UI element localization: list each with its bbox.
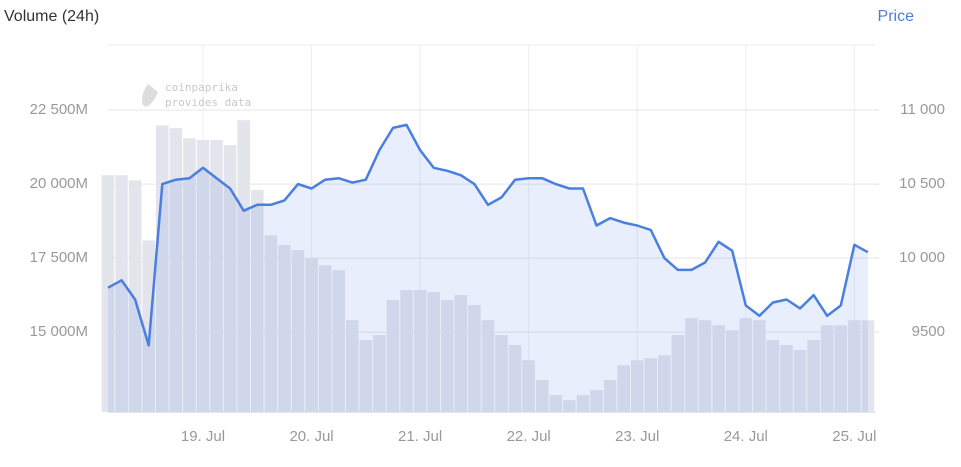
y2-tick-label: 10 000 bbox=[899, 249, 945, 266]
volume-bar bbox=[766, 340, 780, 412]
volume-bar bbox=[671, 335, 685, 412]
volume-bar bbox=[237, 120, 250, 412]
volume-bar bbox=[780, 345, 793, 412]
volume-bar bbox=[712, 325, 725, 412]
plot: 19. Jul 20. Jul 21. Jul 22. Jul 23. Jul 24. J… bbox=[30, 44, 945, 445]
volume-bar bbox=[590, 390, 603, 412]
volume-bar bbox=[454, 295, 468, 412]
volume-bar bbox=[658, 355, 671, 412]
volume-bar bbox=[468, 305, 481, 412]
volume-bar bbox=[264, 235, 278, 412]
volume-bar bbox=[305, 258, 318, 412]
volume-bar bbox=[535, 380, 549, 412]
volume-bar bbox=[250, 190, 264, 412]
price-area bbox=[108, 124, 868, 413]
y2-tick-label: 9500 bbox=[912, 323, 945, 340]
volume-bar bbox=[644, 358, 658, 412]
volume-bar bbox=[373, 335, 386, 412]
price-line bbox=[107, 123, 869, 347]
volume-bar bbox=[834, 325, 848, 412]
volume-bar bbox=[359, 340, 373, 412]
volume-bar bbox=[698, 320, 712, 412]
volume-bar bbox=[210, 140, 223, 412]
x-tick-label: 20. Jul bbox=[289, 428, 333, 445]
watermark-logo bbox=[142, 84, 158, 107]
x-tick-label: 19. Jul bbox=[181, 428, 225, 445]
volume-bar bbox=[617, 365, 630, 412]
x-tick-label: 24. Jul bbox=[724, 428, 768, 445]
volume-bar bbox=[481, 320, 495, 412]
volume-bar bbox=[386, 300, 400, 412]
volume-bar bbox=[223, 145, 237, 412]
volume-bar bbox=[495, 335, 508, 412]
y-tick-label: 20 000M bbox=[30, 175, 88, 192]
volume-bar bbox=[155, 125, 169, 412]
volume-bar bbox=[115, 175, 128, 412]
volume-bar bbox=[793, 350, 807, 412]
volume-bar bbox=[318, 265, 332, 412]
y-tick-label: 17 500M bbox=[30, 249, 88, 266]
x-tick-label: 23. Jul bbox=[615, 428, 659, 445]
chart-title: Volume (24h) bbox=[4, 8, 99, 25]
volume-bar bbox=[101, 175, 115, 412]
volume-bar bbox=[332, 270, 345, 412]
watermark: coinpaprika bbox=[165, 81, 238, 94]
volume-bar bbox=[725, 330, 739, 412]
volume-bar bbox=[549, 395, 563, 412]
volume-bar bbox=[196, 140, 210, 412]
y2-tick-label: 10 500 bbox=[899, 175, 945, 192]
x-tick-label: 22. Jul bbox=[507, 428, 551, 445]
volume-bar bbox=[685, 318, 698, 412]
volume-bar bbox=[345, 320, 359, 412]
volume-bar bbox=[753, 320, 766, 412]
volume-bar bbox=[576, 395, 590, 412]
volume-bar bbox=[291, 250, 305, 412]
volume-bar bbox=[603, 380, 617, 412]
volume-bar bbox=[848, 320, 861, 412]
volume-bar bbox=[861, 320, 875, 412]
volume-bar bbox=[400, 290, 413, 412]
volume-bar bbox=[563, 400, 576, 412]
volume-bar bbox=[169, 128, 183, 412]
volume-bar bbox=[427, 292, 440, 412]
watermark: provides data bbox=[165, 96, 251, 109]
volume-bar bbox=[413, 290, 427, 412]
x-tick-label: 21. Jul bbox=[398, 428, 442, 445]
volume-bar bbox=[739, 318, 753, 412]
volume-bar bbox=[807, 340, 820, 412]
volume-bar bbox=[820, 325, 834, 412]
volume-bar bbox=[278, 245, 291, 412]
y2-title: Price bbox=[878, 8, 915, 25]
x-tick-label: 25. Jul bbox=[832, 428, 876, 445]
y-tick-label: 22 500M bbox=[30, 101, 88, 118]
volume-bar bbox=[508, 345, 522, 412]
volume-bar bbox=[440, 300, 454, 412]
volume-bar bbox=[630, 360, 644, 412]
y-tick-label: 15 000M bbox=[30, 323, 88, 340]
volume-bar bbox=[183, 138, 196, 412]
volume-bar bbox=[128, 180, 142, 412]
volume-bar bbox=[522, 360, 535, 412]
volume-bar bbox=[142, 240, 155, 412]
y2-tick-label: 11 000 bbox=[900, 101, 945, 118]
